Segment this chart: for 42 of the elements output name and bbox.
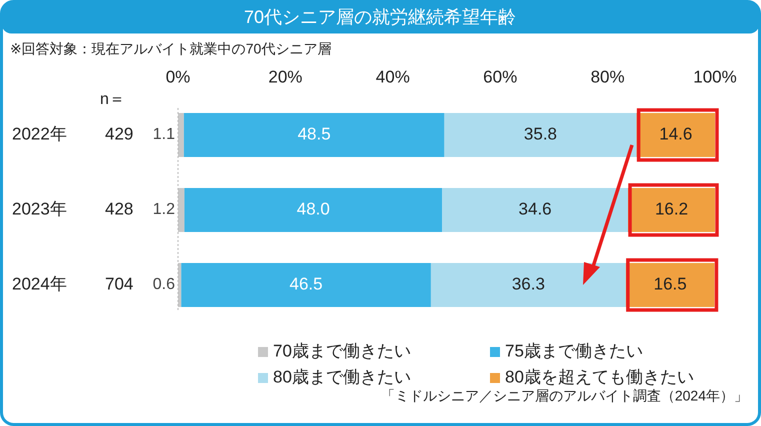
bar [430, 263, 626, 307]
text: 14.6 [659, 124, 692, 144]
bar [184, 113, 444, 157]
text: 48.5 [298, 124, 331, 144]
x-tick-label: 100% [693, 67, 737, 86]
text: 0.6 [152, 276, 175, 294]
text: 429 [105, 124, 134, 144]
legend-label: 80歳まで働きたい [273, 367, 411, 386]
text: 35.8 [524, 124, 558, 144]
bar [178, 188, 184, 232]
bar [178, 113, 184, 157]
chart-title: 70代シニア層の就労継続希望年齢 [244, 6, 516, 27]
x-tick-label: 0% [166, 67, 190, 86]
text: 428 [105, 199, 134, 218]
text: 46.5 [290, 274, 323, 294]
legend-label: 75歳まで働きたい [505, 341, 643, 360]
bar [181, 263, 431, 307]
x-tick-label: 80% [590, 67, 625, 86]
chart-subtitle: ※回答対象：現在アルバイト就業中の70代シニア層 [10, 40, 332, 57]
x-tick-label: 60% [483, 67, 518, 86]
bar [444, 113, 637, 157]
bar [184, 188, 442, 232]
text: 34.6 [518, 199, 552, 218]
x-tick-label: 40% [376, 67, 410, 86]
bar [636, 113, 715, 157]
bar [628, 188, 715, 232]
text: 1.1 [152, 126, 175, 144]
bar [442, 188, 628, 232]
text: 16.2 [654, 199, 688, 218]
text: n＝ [100, 91, 125, 108]
text: 16.5 [654, 274, 687, 294]
text: 704 [105, 274, 134, 294]
text: 36.3 [512, 274, 545, 294]
x-tick-label: 20% [268, 67, 302, 86]
legend-label: 80歳を超えても働きたい [505, 367, 694, 386]
y-tick-label: 2024年 [12, 274, 67, 294]
text: 「ミドルシニア／シニア層のアルバイト調査（2024年）」 [380, 388, 748, 404]
y-tick-label: 2022年 [12, 124, 67, 144]
y-tick-label: 2023年 [12, 199, 67, 218]
text: 1.2 [152, 201, 175, 218]
text: 48.0 [296, 199, 330, 218]
legend-label: 70歳まで働きたい [273, 341, 411, 360]
